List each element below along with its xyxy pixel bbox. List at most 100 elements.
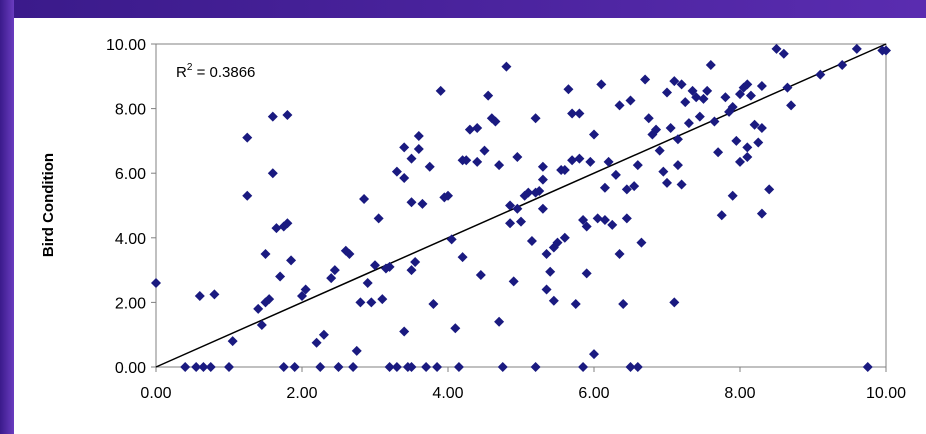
data-point [453, 362, 464, 372]
data-point [311, 337, 322, 348]
data-point [435, 85, 446, 96]
data-point [505, 218, 516, 229]
data-point [614, 100, 625, 111]
data-point [443, 190, 453, 201]
data-point [457, 252, 468, 263]
data-point [318, 329, 329, 340]
data-point [552, 237, 563, 248]
data-point [384, 261, 395, 272]
data-point [548, 295, 559, 306]
data-point [658, 166, 669, 177]
data-point [370, 260, 380, 271]
data-point [589, 349, 599, 360]
data-point [286, 255, 297, 266]
data-point [282, 110, 293, 121]
data-point [621, 213, 632, 224]
data-point [625, 362, 636, 372]
data-point [643, 113, 654, 124]
data-point [756, 122, 767, 133]
data-point [716, 210, 727, 221]
x-tick-label: 10.00 [866, 385, 906, 402]
data-point [399, 326, 410, 337]
data-point [530, 187, 541, 198]
data-point [629, 181, 640, 192]
x-tick-label: 6.00 [578, 385, 609, 402]
data-point [541, 248, 552, 259]
data-point [727, 190, 738, 201]
x-tick-label: 0.00 [140, 385, 171, 402]
data-point [599, 215, 610, 226]
data-point [563, 84, 574, 95]
data-point [713, 147, 724, 158]
data-point [253, 303, 264, 314]
data-point [490, 116, 501, 127]
data-point [526, 236, 537, 247]
data-point [260, 248, 271, 259]
data-point [574, 108, 585, 119]
data-point [366, 297, 377, 308]
data-point [662, 87, 672, 98]
data-point [851, 43, 862, 54]
data-point [194, 290, 205, 301]
y-tick-labels: 0.00 2.00 4.00 6.00 8.00 10.00 [106, 37, 156, 377]
data-point [683, 118, 694, 129]
data-point [198, 362, 209, 372]
data-point [786, 100, 797, 111]
data-point [391, 362, 402, 372]
y-tick-label: 4.00 [115, 231, 146, 248]
data-point [329, 265, 340, 276]
data-point [457, 155, 468, 166]
data-point [282, 218, 293, 229]
data-point [756, 208, 767, 219]
data-point [271, 223, 282, 234]
data-point [289, 362, 300, 372]
x-tick-label: 8.00 [724, 385, 755, 402]
data-point [209, 289, 220, 300]
data-point [205, 362, 216, 372]
r2-superscript: 2 [187, 62, 193, 73]
data-point [687, 85, 698, 96]
data-point [406, 197, 417, 208]
data-point [297, 290, 307, 301]
data-point [662, 177, 672, 188]
data-point [508, 276, 519, 287]
data-point [523, 187, 534, 198]
data-point [377, 294, 388, 305]
data-point [432, 362, 443, 372]
data-point [585, 156, 596, 167]
y-tick-label: 2.00 [115, 295, 146, 312]
r2-prefix: R [176, 64, 187, 81]
data-point [351, 345, 362, 356]
data-point [180, 362, 191, 372]
data-point [362, 278, 373, 289]
data-point [399, 142, 410, 153]
data-point [278, 362, 289, 372]
data-point [541, 284, 552, 295]
data-point [720, 92, 731, 103]
data-point [537, 161, 548, 172]
data-point [665, 122, 676, 133]
data-point [742, 142, 753, 153]
r2-value: = 0.3866 [192, 64, 255, 81]
data-point [676, 79, 687, 90]
data-point [464, 124, 475, 135]
data-point [603, 156, 614, 167]
data-point [242, 190, 253, 201]
data-point [581, 221, 592, 232]
data-point [410, 257, 421, 268]
data-point [749, 119, 760, 130]
data-points [151, 43, 891, 372]
r2-annotation: R2 = 0.3866 [176, 62, 255, 81]
data-point [592, 213, 603, 224]
data-point [501, 61, 512, 72]
data-point [567, 108, 578, 119]
data-point [691, 92, 702, 103]
data-point [625, 95, 636, 106]
data-point [413, 143, 424, 154]
data-point [578, 215, 589, 226]
data-point [756, 80, 767, 91]
data-point [497, 362, 508, 372]
data-point [596, 79, 607, 90]
data-point [669, 76, 680, 87]
